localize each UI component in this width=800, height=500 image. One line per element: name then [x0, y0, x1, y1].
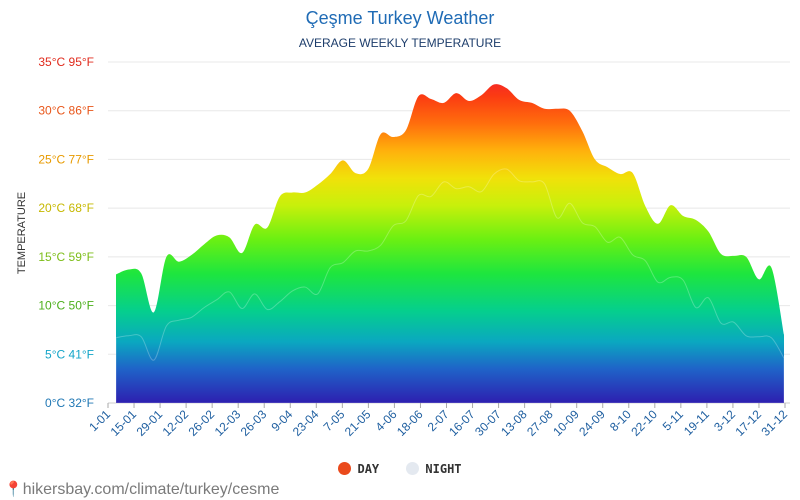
chart-title: Çeşme Turkey Weather: [305, 8, 495, 28]
y-tick-label: 30°C 86°F: [38, 104, 94, 118]
x-tick-label: 22-10: [628, 407, 660, 439]
x-tick-label: 31-12: [759, 407, 791, 439]
chart-legend: DAY NIGHT: [0, 462, 800, 476]
x-tick-label: 12-02: [160, 407, 192, 439]
x-tick-label: 12-03: [212, 407, 244, 439]
y-tick-label: 0°C 32°F: [45, 396, 94, 410]
x-tick-label: 24-09: [576, 407, 608, 439]
area-night[interactable]: [115, 168, 785, 404]
y-axis-ticks: 0°C 32°F 5°C 41°F 10°C 50°F 15°C 59°F 20°C 6…: [38, 55, 94, 410]
y-tick-label: 10°C 50°F: [38, 299, 94, 313]
x-tick-label: 10-09: [550, 407, 582, 439]
y-tick-label: 15°C 59°F: [38, 250, 94, 264]
x-tick-label: 29-01: [134, 407, 166, 439]
x-tick-label: 17-12: [732, 407, 764, 439]
x-tick-label: 16-07: [446, 407, 478, 439]
location-pin-icon: 📍: [4, 481, 23, 498]
y-tick-label: 35°C 95°F: [38, 55, 94, 69]
x-tick-label: 21-05: [342, 407, 374, 439]
legend-day-label: DAY: [357, 462, 380, 476]
temperature-chart: 0°C 32°F 5°C 41°F 10°C 50°F 15°C 59°F 20°C 6…: [16, 55, 790, 439]
source-link[interactable]: 📍hikersbay.com/climate/turkey/cesme: [4, 480, 279, 499]
legend-night-label: NIGHT: [425, 462, 462, 476]
x-tick-label: 19-11: [681, 407, 712, 438]
x-tick-label: 15-01: [108, 407, 140, 439]
x-tick-label: 13-08: [498, 407, 530, 439]
x-tick-label: 30-07: [472, 407, 504, 439]
x-tick-label: 23-04: [290, 407, 322, 439]
source-url: hikersbay.com/climate/turkey/cesme: [22, 481, 280, 498]
y-tick-label: 20°C 68°F: [38, 201, 94, 215]
legend-night-marker: [406, 462, 420, 475]
chart-subtitle: AVERAGE WEEKLY TEMPERATURE: [298, 36, 502, 50]
temperature-areas: [115, 84, 785, 404]
legend-day-marker: [338, 462, 352, 475]
y-axis-label: TEMPERATURE: [16, 192, 28, 274]
x-tick-label: 18-06: [394, 407, 426, 439]
x-tick-label: 26-02: [186, 407, 218, 439]
legend-item-night[interactable]: NIGHT: [406, 462, 462, 476]
y-tick-label: 5°C 41°F: [45, 347, 94, 361]
x-tick-label: 27-08: [524, 407, 556, 439]
legend-item-day[interactable]: DAY: [338, 462, 379, 476]
x-tick-label: 26-03: [238, 407, 270, 439]
y-tick-label: 25°C 77°F: [38, 152, 94, 166]
